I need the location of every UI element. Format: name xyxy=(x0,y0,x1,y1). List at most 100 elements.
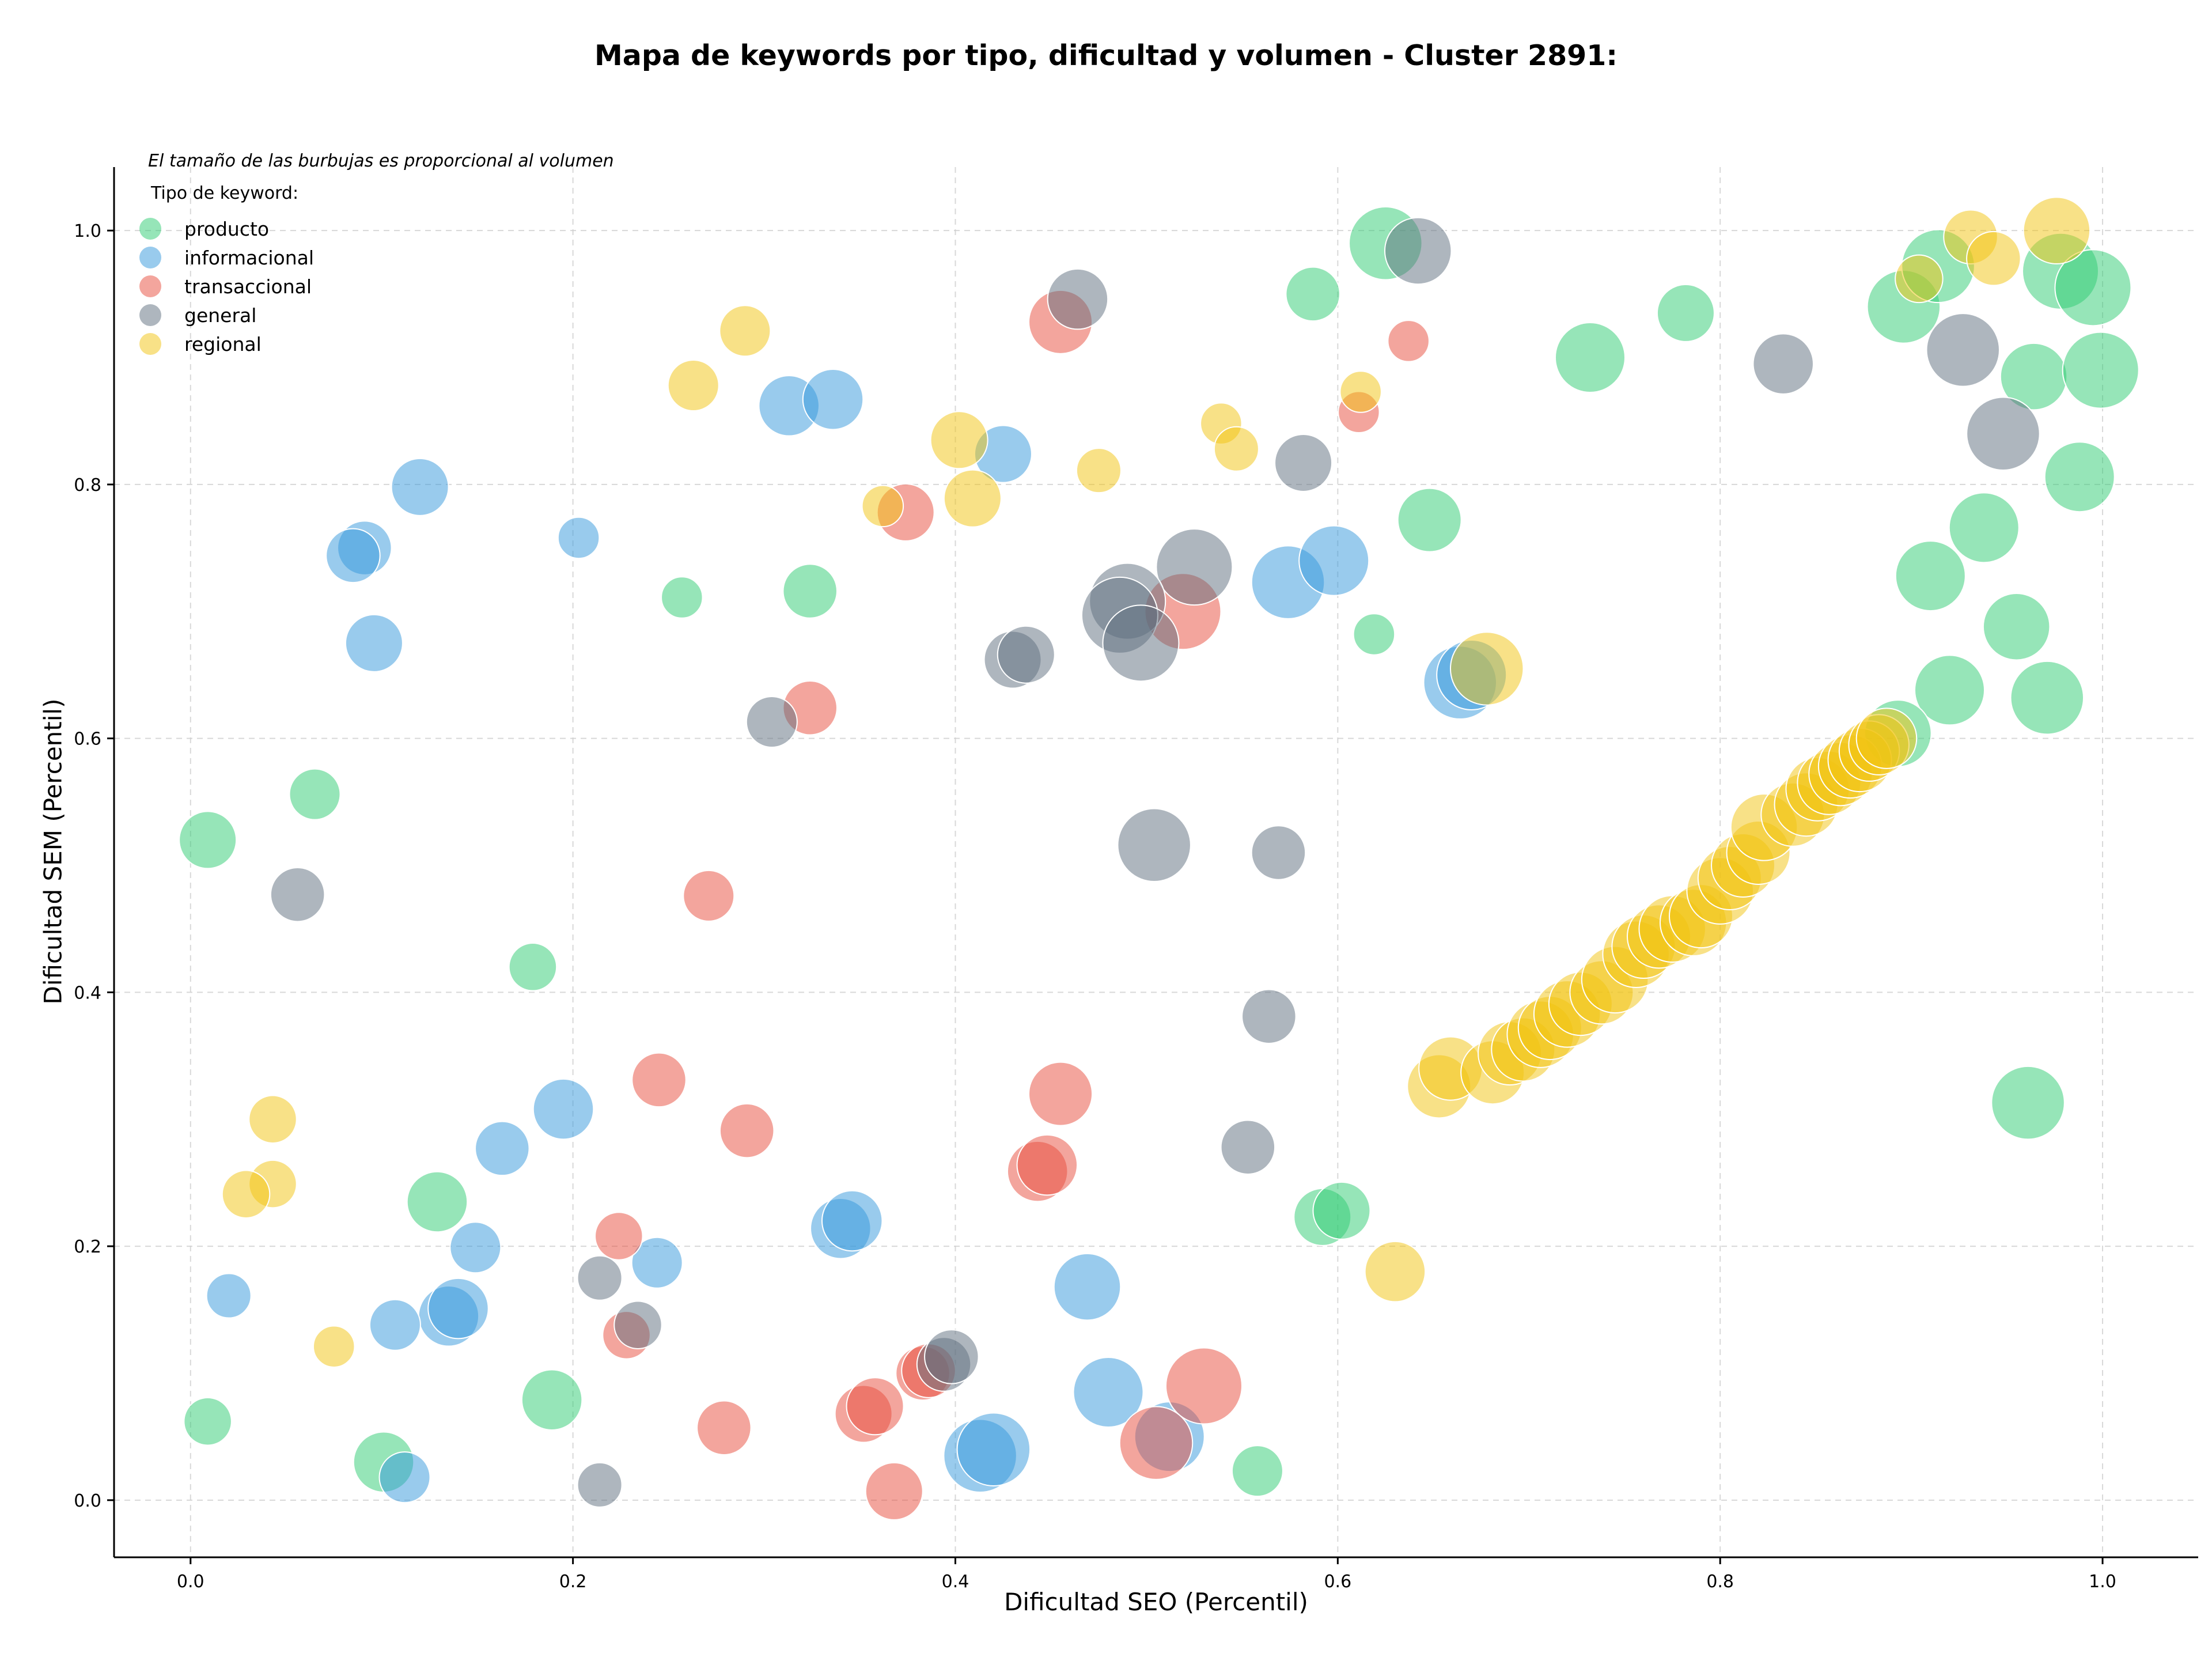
bubble-producto xyxy=(1231,1445,1283,1497)
bubble-producto xyxy=(1914,654,1985,726)
bubble-general xyxy=(1966,396,2040,471)
bubble-transaccional xyxy=(719,1103,775,1159)
x-tick-label: 0.2 xyxy=(559,1572,587,1592)
bubble-transaccional xyxy=(846,1377,904,1436)
legend-marker xyxy=(139,275,161,297)
bubble-producto xyxy=(2010,660,2085,735)
bubble-regional xyxy=(221,1170,271,1219)
bubble-general xyxy=(1241,989,1297,1044)
bubble-general xyxy=(613,1300,662,1349)
bubble-transaccional xyxy=(1028,1061,1093,1126)
bubble-informacional xyxy=(369,1299,421,1351)
bubble-informacional xyxy=(427,1277,489,1340)
bubble-general xyxy=(924,1329,979,1384)
bubble-producto xyxy=(1895,540,1966,612)
bubble-informacional xyxy=(475,1121,530,1176)
bubble-producto xyxy=(1285,266,1340,322)
x-tick-label: 1.0 xyxy=(2089,1572,2116,1592)
bubble-transaccional xyxy=(631,1052,687,1108)
bubble-regional xyxy=(312,1325,355,1368)
bubble-general xyxy=(1156,528,1233,606)
bubble-producto xyxy=(521,1369,583,1431)
bubble-transaccional xyxy=(683,869,735,922)
bubble-general xyxy=(1251,825,1306,880)
bubble-producto xyxy=(2044,441,2115,513)
bubble-producto xyxy=(406,1171,468,1233)
legend-marker xyxy=(139,304,161,326)
x-tick-label: 0.4 xyxy=(942,1572,969,1592)
legend-marker xyxy=(139,247,161,268)
bubble-regional xyxy=(1966,230,2021,286)
bubble-regional xyxy=(861,485,904,528)
y-tick-label: 0.2 xyxy=(74,1237,101,1257)
bubble-producto xyxy=(1397,487,1462,553)
bubble-producto xyxy=(508,943,558,992)
bubble-informacional xyxy=(449,1221,502,1274)
bubble-informacional xyxy=(1053,1253,1122,1321)
bubble-size-note: El tamaño de las burbujas es proporciona… xyxy=(148,151,614,171)
legend-label: transaccional xyxy=(184,275,312,298)
legend-label: informacional xyxy=(184,246,315,269)
y-tick-label: 0.8 xyxy=(74,475,101,495)
bubble-producto xyxy=(179,811,237,869)
bubble-transaccional xyxy=(865,1462,923,1520)
bubble-regional xyxy=(1449,631,1524,706)
bubble-producto xyxy=(1312,1181,1371,1240)
bubble-regional xyxy=(1213,426,1259,472)
bubble-informacional xyxy=(956,1412,1031,1486)
bubble-informacional xyxy=(206,1273,252,1319)
bubble-producto xyxy=(289,768,341,820)
bubble-informacional xyxy=(532,1078,594,1140)
legend-marker xyxy=(139,218,161,240)
y-axis-label: Dificultad SEM (Percentil) xyxy=(39,698,67,1005)
bubble-general xyxy=(577,1255,623,1301)
bubble-regional xyxy=(930,411,988,470)
legend-item-producto: producto xyxy=(135,214,314,243)
bubble-informacional xyxy=(821,1190,883,1252)
bubble-producto xyxy=(1353,613,1396,656)
x-axis-label: Dificultad SEO (Percentil) xyxy=(1004,1588,1308,1616)
bubble-general xyxy=(1274,433,1333,492)
bubble-general xyxy=(1384,217,1452,285)
bubble-producto xyxy=(1554,322,1626,394)
bubble-informacional xyxy=(802,369,864,430)
bubble-producto xyxy=(1991,1065,2065,1140)
bubble-producto xyxy=(661,576,703,619)
bubble-general xyxy=(577,1462,623,1508)
bubble-producto xyxy=(2062,331,2139,409)
bubble-informacional xyxy=(391,457,449,516)
bubble-informacional xyxy=(1298,525,1370,596)
bubble-informacional xyxy=(344,614,403,672)
bubble-regional xyxy=(1895,254,1944,304)
bubble-informacional xyxy=(557,516,600,559)
x-tick-label: 0.8 xyxy=(1706,1572,1734,1592)
bubble-general xyxy=(1752,333,1814,395)
bubble-producto xyxy=(2054,249,2132,327)
legend: Tipo de keyword: producto informacional tr… xyxy=(135,180,314,358)
bubble-general xyxy=(1102,604,1180,682)
bubble-regional xyxy=(667,360,719,412)
bubble-informacional xyxy=(1073,1357,1144,1428)
bubble-transaccional xyxy=(696,1400,752,1455)
bubble-transaccional xyxy=(1119,1406,1194,1480)
y-tick-label: 1.0 xyxy=(74,221,101,241)
legend-title: Tipo de keyword: xyxy=(151,183,299,203)
bubble-regional xyxy=(1364,1240,1426,1303)
bubble-regional xyxy=(719,305,771,357)
bubble-producto xyxy=(1982,592,2051,661)
bubble-producto xyxy=(1948,492,2020,563)
bubble-informacional xyxy=(631,1236,683,1289)
legend-label: producto xyxy=(184,217,270,240)
legend-item-general: general xyxy=(135,301,314,330)
bubble-general xyxy=(745,695,798,748)
legend-item-regional: regional xyxy=(135,330,314,358)
bubble-transaccional xyxy=(1016,1134,1078,1196)
bubble-regional xyxy=(1075,448,1122,494)
y-tick-label: 0.6 xyxy=(74,729,101,750)
bubble-regional xyxy=(1339,370,1382,413)
bubble-general xyxy=(1047,268,1109,330)
bubble-general xyxy=(1926,313,2000,387)
x-tick-label: 0.6 xyxy=(1324,1572,1351,1592)
